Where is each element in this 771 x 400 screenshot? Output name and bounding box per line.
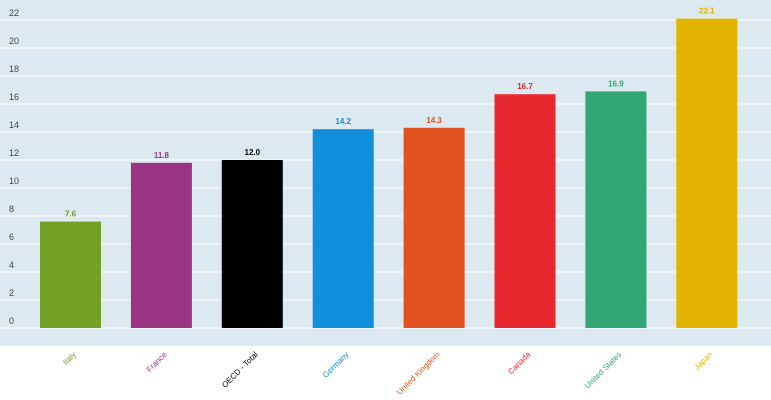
data-label: 16.9 (608, 79, 624, 88)
bar-italy (40, 221, 101, 328)
y-tick-label: 14 (9, 120, 19, 130)
y-axis-ticks: 0 2 4 6 8 10 12 14 16 18 20 22 (9, 8, 19, 326)
data-label: 7.6 (65, 210, 77, 219)
y-tick-label: 18 (9, 64, 19, 74)
bar-canada (494, 94, 556, 328)
bar-japan (676, 18, 738, 328)
x-axis-categories: Italy France OECD - Total Germany United Kin… (61, 350, 714, 397)
bar-france (130, 162, 192, 328)
data-label: 11.8 (154, 151, 170, 160)
y-tick-label: 0 (9, 316, 14, 326)
data-labels: 7.6 11.8 12.0 14.2 14.3 16.7 16.9 22.1 (65, 7, 715, 219)
category-label: OECD - Total (220, 350, 260, 390)
category-label: Japan (692, 350, 714, 372)
y-tick-label: 8 (9, 204, 14, 214)
y-tick-label: 2 (9, 288, 14, 298)
y-tick-label: 16 (9, 92, 19, 102)
grid-lines (0, 19, 771, 329)
category-label: France (145, 350, 169, 374)
y-tick-label: 6 (9, 232, 14, 242)
bar-united-states (585, 91, 647, 329)
category-label: United States (583, 350, 623, 390)
bar-oecd-total (221, 160, 283, 328)
y-tick-label: 20 (9, 36, 19, 46)
category-label: Germany (321, 350, 351, 380)
category-label: United Kingdom (395, 350, 442, 397)
category-label: Italy (61, 350, 78, 367)
data-label: 22.1 (699, 7, 715, 16)
bar-united-kingdom (403, 127, 465, 328)
y-tick-label: 22 (9, 8, 19, 18)
data-label: 16.7 (517, 82, 533, 91)
y-tick-label: 10 (9, 176, 19, 186)
bars (40, 18, 738, 329)
y-tick-label: 4 (9, 260, 14, 270)
data-label: 14.3 (426, 116, 442, 125)
data-label: 14.2 (335, 117, 351, 126)
data-label: 12.0 (245, 148, 261, 157)
category-label: Canada (506, 350, 533, 377)
plot-background (0, 0, 771, 346)
bar-germany (312, 129, 374, 328)
y-tick-label: 12 (9, 148, 19, 158)
